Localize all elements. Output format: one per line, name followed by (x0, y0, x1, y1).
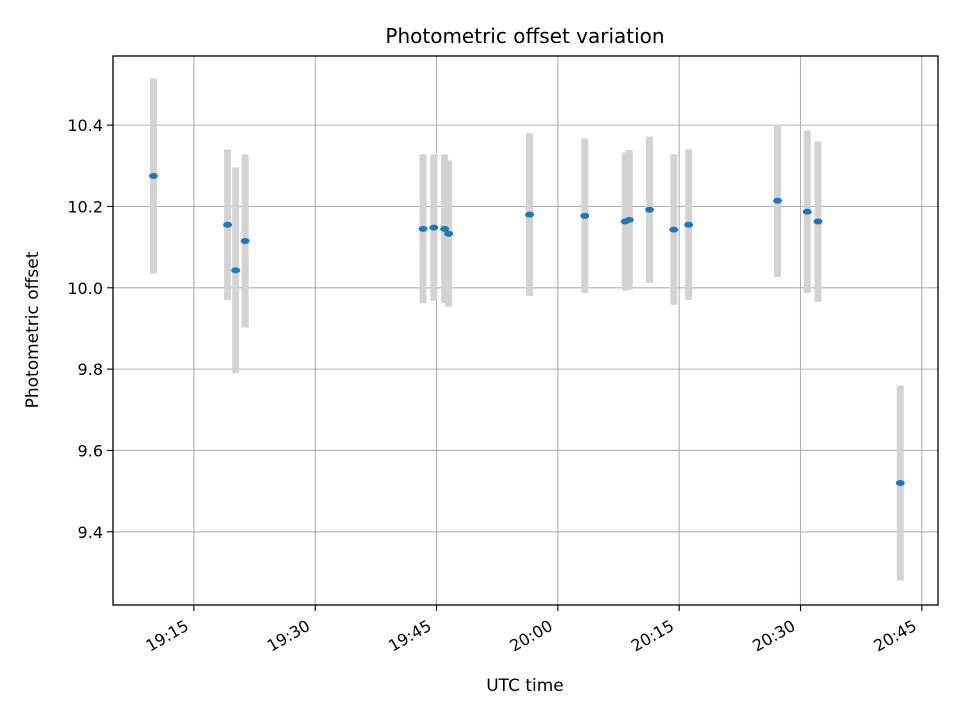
data-point (429, 224, 439, 231)
data-point (418, 225, 428, 232)
grid-lines (113, 56, 938, 605)
data-point (684, 221, 694, 228)
data-point (440, 225, 450, 232)
data-point (148, 172, 158, 179)
data-point (580, 212, 590, 219)
data-point (231, 267, 241, 274)
y-axis-label: Photometric offset (23, 251, 43, 408)
data-point (669, 226, 679, 233)
y-axis-ticks: 9.4 9.6 9.8 10.0 10.2 10.4 (67, 116, 113, 542)
data-point (773, 197, 783, 204)
data-point (223, 221, 233, 228)
y-tick-label: 9.6 (78, 441, 103, 460)
data-point (895, 480, 905, 486)
x-axis-label: UTC time (486, 676, 564, 696)
plot-frame (112, 55, 939, 606)
y-tick-label: 9.8 (78, 360, 103, 379)
y-tick-label: 10.2 (67, 197, 103, 216)
data-point (444, 230, 454, 237)
y-tick-label: 10.0 (67, 279, 103, 298)
y-tick-label: 9.4 (78, 523, 103, 542)
data-points (148, 172, 905, 486)
chart-title: Photometric offset variation (385, 24, 664, 48)
data-point (624, 216, 634, 223)
data-point (802, 208, 812, 215)
data-point (813, 218, 823, 225)
data-point (240, 238, 250, 245)
y-tick-label: 10.4 (67, 116, 103, 135)
data-point (645, 206, 655, 213)
data-point (525, 211, 535, 218)
